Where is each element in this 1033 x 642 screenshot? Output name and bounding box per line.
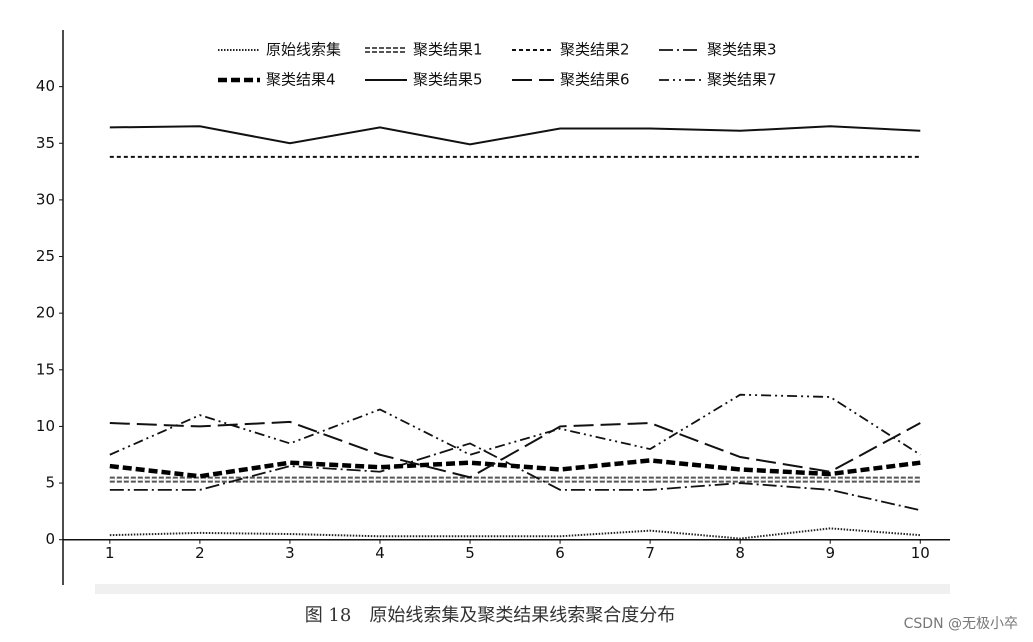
legend-label: 聚类结果4 bbox=[266, 71, 336, 89]
legend-label: 原始线索集 bbox=[266, 41, 341, 59]
series-line bbox=[109, 393, 921, 456]
x-tick-label: 2 bbox=[195, 544, 205, 562]
x-tick-label: 9 bbox=[825, 544, 835, 562]
y-tick-label: 40 bbox=[36, 77, 55, 95]
y-tick-label: 20 bbox=[36, 304, 55, 322]
legend-label: 聚类结果7 bbox=[707, 71, 777, 89]
legend-label: 聚类结果6 bbox=[560, 71, 630, 89]
series-line bbox=[109, 458, 921, 479]
x-tick-label: 10 bbox=[911, 544, 930, 562]
x-tick-label: 6 bbox=[555, 544, 565, 562]
y-tick-label: 30 bbox=[36, 190, 55, 208]
x-tick-label: 4 bbox=[375, 544, 385, 562]
y-tick-label: 10 bbox=[36, 417, 55, 435]
x-tick-label: 8 bbox=[735, 544, 745, 562]
x-tick-label: 1 bbox=[105, 544, 115, 562]
plot-footer-band bbox=[95, 584, 950, 594]
x-tick-label: 7 bbox=[645, 544, 655, 562]
legend-label: 聚类结果2 bbox=[560, 41, 630, 59]
legend-label: 聚类结果3 bbox=[707, 41, 777, 59]
series-line bbox=[109, 420, 921, 479]
y-tick-label: 15 bbox=[36, 360, 55, 378]
y-tick-label: 35 bbox=[36, 134, 55, 152]
x-tick-label: 5 bbox=[465, 544, 475, 562]
y-tick-label: 0 bbox=[45, 530, 55, 548]
legend-label: 聚类结果5 bbox=[413, 71, 483, 89]
series-line bbox=[109, 125, 921, 146]
x-tick-label: 3 bbox=[285, 544, 295, 562]
watermark: CSDN @无极小卒 bbox=[904, 616, 1018, 632]
legend-label: 聚类结果1 bbox=[413, 41, 483, 59]
y-tick-label: 25 bbox=[36, 247, 55, 265]
series-line bbox=[109, 527, 921, 540]
caption: 图 18 原始线索集及聚类结果线索聚合度分布 bbox=[305, 605, 676, 626]
y-tick-label: 5 bbox=[45, 474, 55, 492]
